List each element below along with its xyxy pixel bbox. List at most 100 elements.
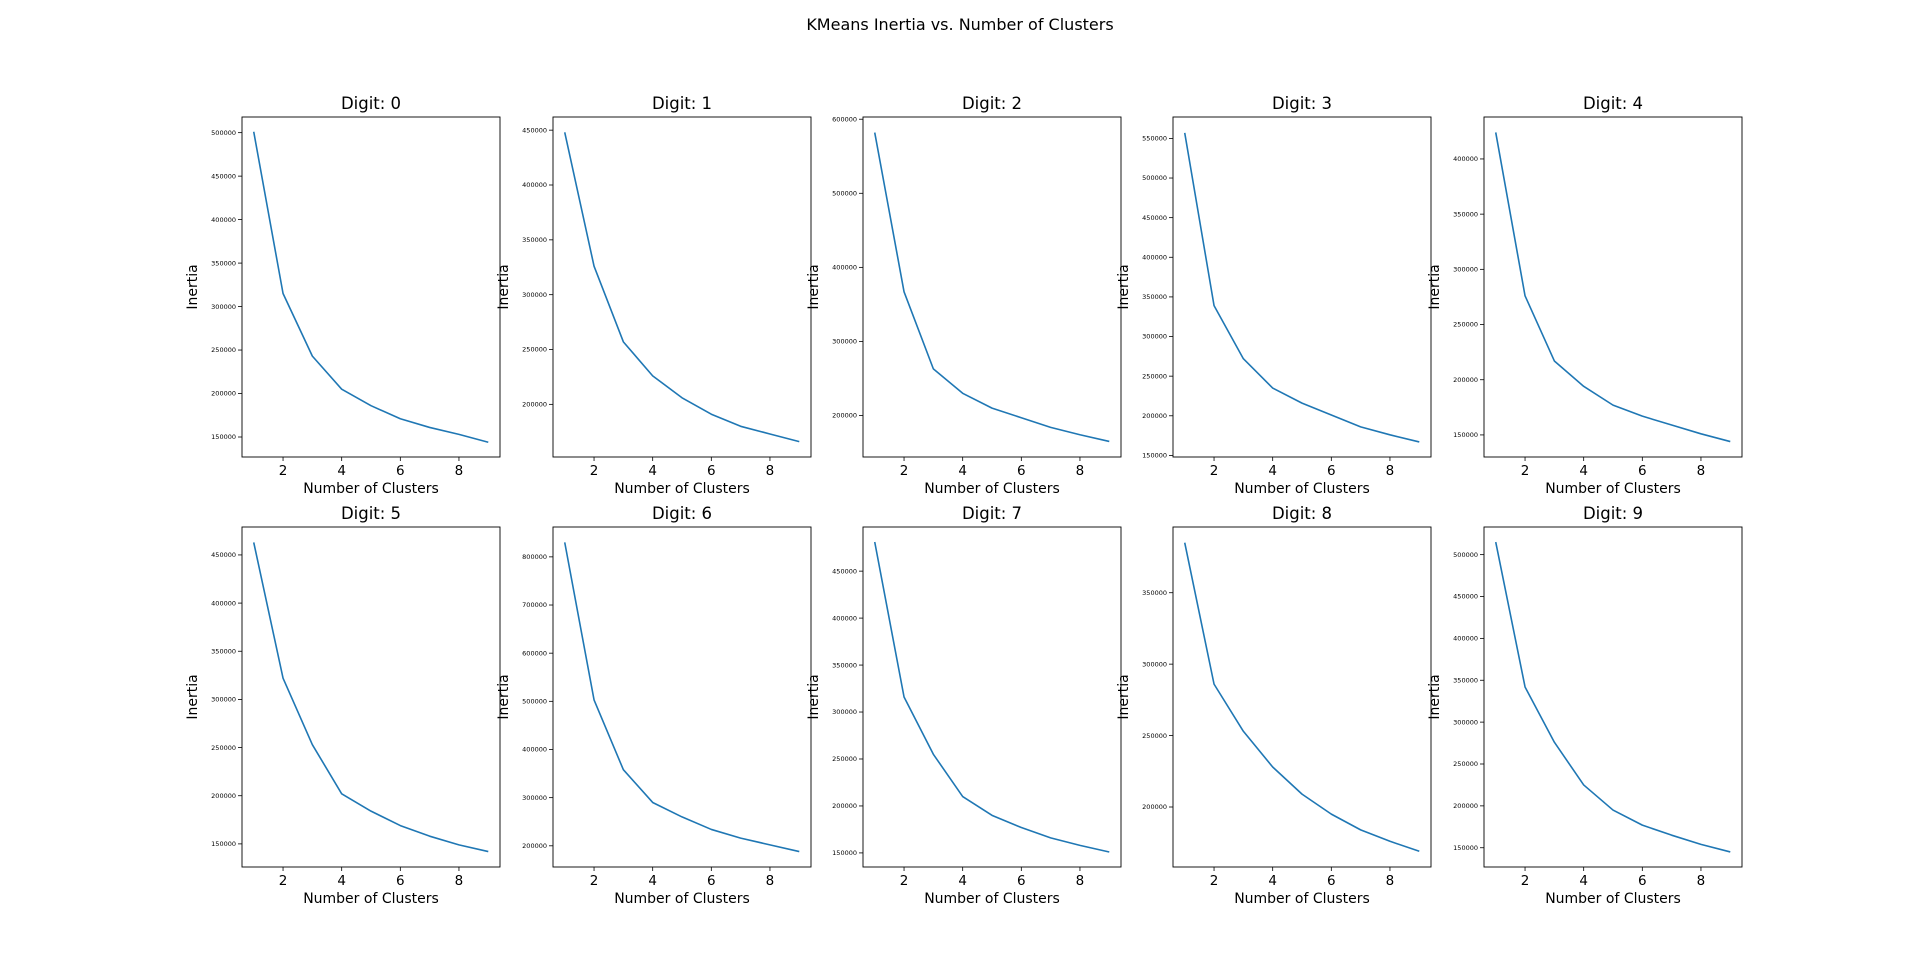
- subplot-title: Digit: 7: [962, 504, 1022, 523]
- x-tick-label: 6: [1017, 463, 1026, 479]
- x-tick-label: 2: [279, 873, 288, 889]
- data-point: [932, 753, 934, 755]
- data-point: [399, 418, 401, 420]
- data-point: [991, 407, 993, 409]
- x-tick-label: 8: [1697, 463, 1706, 479]
- y-tick-label: 250000: [522, 346, 547, 354]
- y-tick-label: 600000: [832, 115, 857, 123]
- y-tick-label: 400000: [522, 746, 547, 754]
- subplot-digit-0: Digit: 0 2 4 6 8 150000 200000 250000 300000 3500…: [185, 94, 501, 497]
- data-point: [564, 131, 566, 133]
- y-tick-label: 450000: [211, 551, 236, 559]
- y-tick-label: 800000: [522, 553, 547, 561]
- y-tick-label: 150000: [832, 849, 857, 857]
- y-tick-label: 200000: [1142, 412, 1167, 420]
- y-axis-label: Inertia: [806, 264, 822, 309]
- data-point: [1495, 131, 1497, 133]
- x-tick-label: 4: [1579, 873, 1588, 889]
- data-point: [798, 440, 800, 442]
- y-tick-label: 500000: [1142, 174, 1167, 182]
- data-point: [1108, 440, 1110, 442]
- y-axis-label: Inertia: [1116, 264, 1132, 309]
- data-point: [739, 425, 741, 427]
- data-point: [769, 844, 771, 846]
- data-point: [1049, 426, 1051, 428]
- x-tick-label: 2: [279, 463, 288, 479]
- y-tick-label: 250000: [211, 346, 236, 354]
- y-tick-label: 500000: [522, 698, 547, 706]
- data-point: [1242, 358, 1244, 360]
- y-tick-label: 700000: [522, 601, 547, 609]
- x-tick-label: 4: [958, 463, 967, 479]
- y-tick-label: 400000: [832, 264, 857, 272]
- y-tick-label: 500000: [211, 129, 236, 137]
- x-tick-label: 2: [1210, 873, 1219, 889]
- data-point: [428, 426, 430, 428]
- data-point: [340, 388, 342, 390]
- y-tick-label: 150000: [1453, 844, 1478, 852]
- x-axis-label: Number of Clusters: [924, 481, 1060, 497]
- data-point: [1524, 295, 1526, 297]
- data-point: [1700, 433, 1702, 435]
- y-tick-label: 200000: [522, 842, 547, 850]
- subplot-title: Digit: 4: [1583, 94, 1643, 113]
- y-tick-label: 300000: [1142, 333, 1167, 341]
- y-axis-label: Inertia: [496, 264, 512, 309]
- y-axis-label: Inertia: [1116, 674, 1132, 719]
- y-tick-label: 450000: [832, 567, 857, 575]
- x-tick-label: 2: [900, 873, 909, 889]
- x-tick-label: 4: [648, 463, 657, 479]
- y-tick-label: 200000: [1453, 802, 1478, 810]
- data-point: [1582, 385, 1584, 387]
- subplot-digit-9: Digit: 9 2 4 6 8 150000 200000 250000 300000 3500…: [1427, 504, 1743, 907]
- data-point: [1301, 793, 1303, 795]
- y-tick-label: 300000: [211, 303, 236, 311]
- subplot-digit-6: Digit: 6 2 4 6 8 200000 300000 400000 500000 6000…: [496, 504, 812, 907]
- y-tick-label: 300000: [522, 794, 547, 802]
- axes-frame: [1172, 526, 1432, 868]
- data-point: [798, 850, 800, 852]
- x-tick-label: 8: [1076, 873, 1085, 889]
- x-tick-label: 8: [1697, 873, 1706, 889]
- inertia-line: [873, 541, 1110, 853]
- y-tick-label: 150000: [1142, 452, 1167, 460]
- data-point: [1418, 850, 1420, 852]
- x-tick-label: 8: [455, 873, 464, 889]
- inertia-line: [563, 132, 800, 443]
- y-tick-label: 450000: [211, 172, 236, 180]
- y-tick-label: 300000: [522, 291, 547, 299]
- data-point: [622, 769, 624, 771]
- data-point: [1389, 840, 1391, 842]
- x-tick-label: 8: [1386, 463, 1395, 479]
- data-point: [593, 699, 595, 701]
- x-tick-label: 8: [1386, 873, 1395, 889]
- x-tick-label: 4: [1579, 463, 1588, 479]
- axes-frame: [1483, 526, 1743, 868]
- x-axis-label: Number of Clusters: [614, 891, 750, 907]
- x-tick-label: 8: [455, 463, 464, 479]
- y-tick-label: 250000: [1142, 372, 1167, 380]
- data-point: [1612, 809, 1614, 811]
- data-point: [991, 814, 993, 816]
- y-tick-label: 300000: [1453, 718, 1478, 726]
- x-tick-label: 8: [766, 873, 775, 889]
- axes-frame: [1172, 116, 1432, 458]
- y-tick-label: 350000: [1142, 293, 1167, 301]
- data-point: [458, 433, 460, 435]
- inertia-line: [1494, 132, 1731, 443]
- y-tick-label: 350000: [832, 661, 857, 669]
- data-point: [710, 413, 712, 415]
- data-point: [1553, 360, 1555, 362]
- x-tick-label: 8: [1076, 463, 1085, 479]
- data-point: [399, 824, 401, 826]
- subplot-title: Digit: 9: [1583, 504, 1643, 523]
- y-tick-label: 200000: [1453, 376, 1478, 384]
- axes-frame: [552, 116, 812, 458]
- data-point: [1389, 434, 1391, 436]
- subplot-digit-3: Digit: 3 2 4 6 8 150000 200000 250000 300000 3500…: [1116, 94, 1432, 497]
- y-tick-label: 250000: [1142, 732, 1167, 740]
- x-axis-label: Number of Clusters: [1234, 481, 1370, 497]
- x-tick-label: 6: [1327, 873, 1336, 889]
- subplot-grid: Digit: 0 2 4 6 8 150000 200000 250000 300000 3500…: [185, 94, 1743, 907]
- subplot-title: Digit: 0: [341, 94, 401, 113]
